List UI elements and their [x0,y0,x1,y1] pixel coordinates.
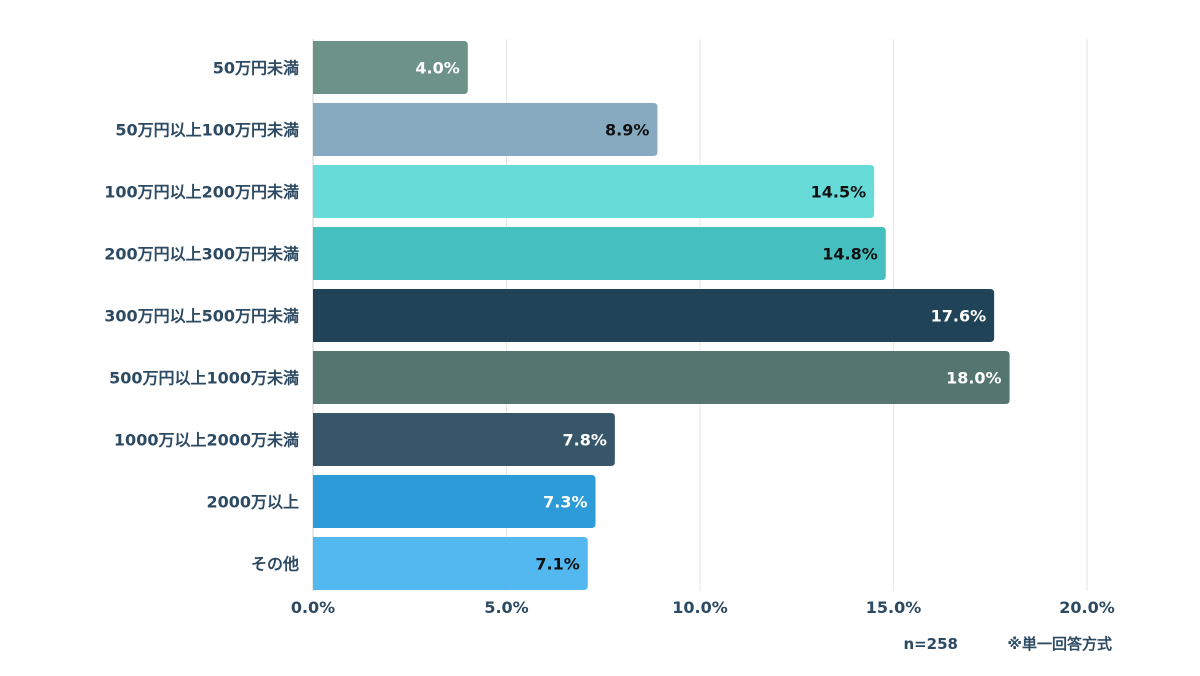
bar-value-label: 7.1% [535,555,579,574]
x-axis-tick-labels: 0.0% 5.0% 10.0% 15.0% 20.0% [291,598,1115,617]
bar-value-label: 14.8% [822,245,878,264]
bar [313,103,658,156]
bar [313,289,995,342]
bar-value-label: 4.0% [415,59,459,78]
x-tick-label: 20.0% [1059,598,1115,617]
sample-size-note: n=258 [903,635,958,653]
category-label: 50万円未満 [213,59,299,78]
bar [313,475,596,528]
answer-type-note: ※単一回答方式 [1007,635,1112,653]
bar-value-label: 7.3% [543,493,587,512]
bar [313,165,875,218]
bar [313,351,1010,404]
bar-value-label: 8.9% [605,121,649,140]
bar-value-label: 14.5% [811,183,867,202]
bar-value-label: 7.8% [562,431,606,450]
bar-value-label: 18.0% [946,369,1002,388]
bar [313,227,886,280]
category-label: 2000万以上 [206,493,299,512]
category-label: その他 [251,555,299,574]
category-label: 500万円以上1000万未満 [109,369,299,388]
bar [313,41,468,94]
category-label: 1000万以上2000万未満 [114,431,299,450]
x-tick-label: 10.0% [672,598,728,617]
category-label: 100万円以上200万円未満 [104,183,299,202]
category-labels: 50万円未満 50万円以上100万円未満 100万円以上200万円未満 200万円以上… [104,59,299,574]
x-tick-label: 0.0% [291,598,335,617]
category-label: 300万円以上500万円未満 [104,307,299,326]
bar-value-label: 17.6% [931,307,987,326]
x-tick-label: 15.0% [866,598,922,617]
x-tick-label: 5.0% [484,598,528,617]
bar [313,537,588,590]
bar [313,413,615,466]
bar-layer: 4.0% 8.9% 14.5% 14.8% 17.6% 18.0% 7.8% 7.3% 7.1% [313,41,1010,590]
category-label: 200万円以上300万円未満 [104,245,299,264]
category-label: 50万円以上100万円未満 [115,121,299,140]
